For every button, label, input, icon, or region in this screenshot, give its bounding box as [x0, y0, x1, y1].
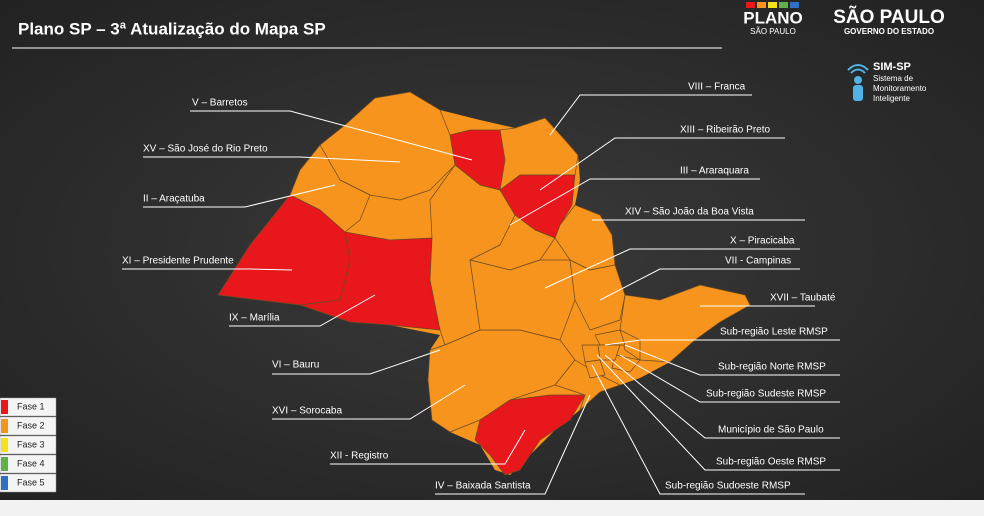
region-label: XVI – Sorocaba: [272, 406, 342, 417]
region-label: XII - Registro: [330, 451, 389, 462]
region: [469, 259, 576, 341]
leader-line: [330, 429, 526, 465]
logo-text: SÃO PAULO: [750, 27, 796, 36]
sim-logo: SIM-SP Sistema de Monitoramento Intelige…: [847, 61, 927, 103]
region-label: Sub-região Oeste RMSP: [716, 457, 826, 468]
region-label: XIV – São João da Boa Vista: [625, 207, 754, 218]
legend-box: [0, 454, 57, 474]
legend-box: [0, 397, 57, 417]
bottom-bar: [0, 500, 984, 516]
legend-box: [0, 435, 57, 455]
region-label: III – Araraquara: [680, 166, 749, 177]
leader-line: [549, 94, 752, 136]
region-label: Sub-região Sudoeste RMSP: [665, 481, 791, 492]
logo-sp: SÃO PAULO GOVERNO DO ESTADO: [833, 6, 945, 36]
region-label: IX – Marília: [229, 313, 280, 324]
logo-text: GOVERNO DO ESTADO: [844, 27, 934, 36]
region-label: X – Piracicaba: [730, 236, 795, 247]
leader-line: [544, 248, 800, 289]
leader-line: [509, 178, 760, 226]
region-label: V – Barretos: [192, 98, 248, 109]
legend-swatch: [1, 419, 8, 433]
legend-label: Fase 1: [17, 401, 45, 411]
leader-line: [143, 156, 401, 163]
logo-plano: PLANO SÃO PAULO: [743, 2, 803, 36]
leader-line: [591, 364, 805, 495]
region-label: XVII – Taubaté: [770, 293, 836, 304]
sim-line: Monitoramento: [873, 84, 927, 93]
region-label: Município de São Paulo: [718, 425, 824, 436]
leader-line: [143, 184, 336, 208]
region-label: VI – Bauru: [272, 360, 319, 371]
region: [554, 359, 621, 411]
legend-label: Fase 5: [17, 477, 45, 487]
region-label: VIII – Franca: [688, 82, 746, 93]
region: [474, 394, 586, 476]
legend-label: Fase 3: [17, 439, 45, 449]
legend-swatch: [1, 476, 8, 490]
region-label: II – Araçatuba: [143, 194, 205, 205]
sim-title: SIM-SP: [873, 61, 911, 73]
labels: V – Barretos XV – São José do Rio Preto II…: [122, 82, 840, 495]
region: [569, 259, 626, 331]
leader-line: [619, 354, 840, 403]
logo-text: SÃO PAULO: [833, 6, 945, 28]
sim-line: Inteligente: [873, 94, 910, 103]
leader-line: [539, 137, 785, 191]
logo-text: PLANO: [743, 8, 803, 27]
region-label: Sub-região Sudeste RMSP: [706, 389, 826, 400]
region: [299, 231, 441, 331]
region-label: XV – São José do Rio Preto: [143, 144, 268, 155]
region-label: VII - Campinas: [725, 256, 791, 267]
regions: [217, 91, 751, 476]
leader-line: [229, 294, 376, 327]
leader-line: [624, 344, 840, 376]
legend-swatch: [1, 438, 8, 452]
leader-line: [435, 394, 591, 495]
legend-swatch: [1, 457, 8, 471]
leader-line: [190, 110, 473, 161]
region-label: IV – Baixada Santista: [435, 481, 531, 492]
leader-line: [596, 354, 840, 471]
legend-swatch: [1, 400, 8, 414]
region-label: XI – Presidente Prudente: [122, 256, 234, 267]
leader-line: [604, 354, 840, 439]
legend-box: [0, 416, 57, 436]
legend: Fase 1 Fase 2 Fase 3 Fase 4 Fase 5: [0, 397, 57, 493]
region-label: Sub-região Norte RMSP: [718, 362, 826, 373]
region: [584, 359, 606, 379]
title: Plano SP – 3ª Atualização do Mapa SP: [18, 19, 326, 38]
legend-label: Fase 4: [17, 458, 45, 468]
region-label: XIII – Ribeirão Preto: [680, 125, 770, 136]
legend-label: Fase 2: [17, 420, 45, 430]
leader-line: [604, 339, 840, 346]
legend-box: [0, 473, 57, 493]
sim-line: Sistema de: [873, 74, 914, 83]
region: [611, 354, 641, 373]
region: [581, 344, 601, 363]
region-label: Sub-região Leste RMSP: [720, 327, 828, 338]
leader-line: [122, 268, 293, 271]
leader-line: [272, 349, 441, 375]
leader-line: [272, 384, 466, 420]
leader-line: [599, 268, 800, 301]
